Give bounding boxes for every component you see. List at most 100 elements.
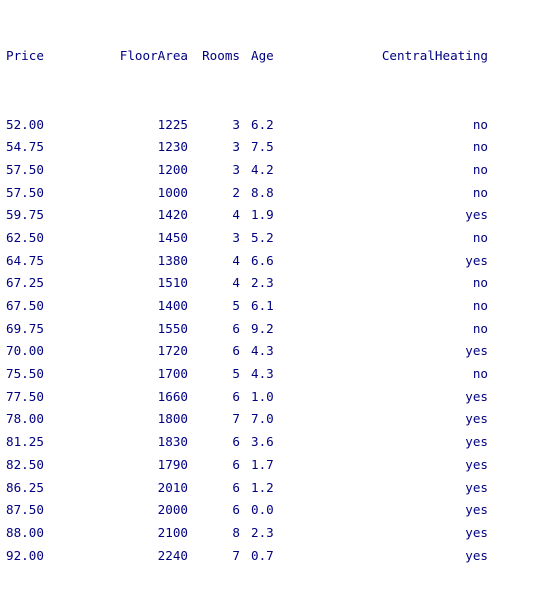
table-row: 70.00 1720 6 4.3 yes xyxy=(4,340,536,363)
cell-age: 3.6 xyxy=(251,434,274,450)
cell-floorarea: 1000 xyxy=(157,184,188,200)
cell-centralheating: no xyxy=(472,161,488,177)
cell-rooms: 4 xyxy=(232,252,240,268)
cell-floorarea: 1230 xyxy=(157,139,188,155)
table-row: 69.75 1550 6 9.2 no xyxy=(4,318,536,341)
cell-age: 4.3 xyxy=(251,366,274,382)
cell-age: 1.2 xyxy=(251,479,274,495)
cell-age: 4.2 xyxy=(251,161,274,177)
cell-price: 78.00 xyxy=(6,411,44,427)
table-row: 64.75 1380 4 6.6 yes xyxy=(4,250,536,273)
cell-rooms: 5 xyxy=(232,366,240,382)
cell-rooms: 6 xyxy=(232,388,240,404)
cell-centralheating: yes xyxy=(465,524,488,540)
cell-floorarea: 1660 xyxy=(157,388,188,404)
cell-floorarea: 1400 xyxy=(157,298,188,313)
cell-centralheating: yes xyxy=(465,411,488,427)
cell-centralheating: no xyxy=(472,116,488,132)
cell-age: 0.0 xyxy=(251,502,274,518)
cell-age: 6.2 xyxy=(251,116,274,132)
cell-price: 62.50 xyxy=(6,229,44,245)
table-row: 54.75 1230 3 7.5 no xyxy=(4,136,536,159)
cell-centralheating: no xyxy=(472,366,488,382)
cell-rooms: 2 xyxy=(232,184,240,200)
cell-floorarea: 1225 xyxy=(157,116,188,132)
cell-age: 6.6 xyxy=(251,252,274,268)
table-row: 67.50 1400 5 6.1 no xyxy=(4,295,536,318)
table-row: 57.50 1000 2 8.8 no xyxy=(4,182,536,205)
cell-age: 1.7 xyxy=(251,456,274,472)
cell-rooms: 4 xyxy=(232,207,240,223)
cell-rooms: 3 xyxy=(232,139,240,155)
cell-floorarea: 1420 xyxy=(157,207,188,223)
cell-age: 8.8 xyxy=(251,184,274,200)
cell-price: 67.25 xyxy=(6,275,44,291)
cell-centralheating: yes xyxy=(465,479,488,495)
cell-rooms: 3 xyxy=(232,161,240,177)
cell-price: 59.75 xyxy=(6,207,44,223)
cell-rooms: 4 xyxy=(232,275,240,291)
cell-floorarea: 1790 xyxy=(157,456,188,472)
header-centralheating: CentralHeating xyxy=(381,48,488,64)
header-age: Age xyxy=(251,48,274,64)
cell-age: 7.5 xyxy=(251,139,274,155)
cell-floorarea: 1720 xyxy=(157,343,188,359)
table-row: 78.00 1800 7 7.0 yes xyxy=(4,408,536,431)
cell-rooms: 6 xyxy=(232,434,240,450)
data-rows: 52.00 1225 3 6.2 no 54.75 1230 3 7.5 no 57.50 1200 3… xyxy=(4,114,536,568)
cell-age: 4.3 xyxy=(251,343,274,359)
cell-centralheating: yes xyxy=(465,434,488,450)
cell-centralheating: yes xyxy=(465,547,488,563)
table-row: 77.50 1660 6 1.0 yes xyxy=(4,386,536,409)
cell-age: 9.2 xyxy=(251,320,274,336)
cell-centralheating: yes xyxy=(465,456,488,472)
cell-price: 67.50 xyxy=(6,298,44,313)
cell-floorarea: 1510 xyxy=(157,275,188,291)
table-row: 88.00 2100 8 2.3 yes xyxy=(4,522,536,545)
table-row: 92.00 2240 7 0.7 yes xyxy=(4,545,536,568)
table-row: 62.50 1450 3 5.2 no xyxy=(4,227,536,250)
cell-centralheating: no xyxy=(472,229,488,245)
header-row: Price FloorArea Rooms Age CentralHeating xyxy=(4,45,536,68)
cell-centralheating: yes xyxy=(465,343,488,359)
cell-centralheating: no xyxy=(472,139,488,155)
cell-floorarea: 1800 xyxy=(157,411,188,427)
cell-rooms: 5 xyxy=(232,298,240,313)
cell-age: 2.3 xyxy=(251,275,274,291)
cell-floorarea: 1200 xyxy=(157,161,188,177)
cell-centralheating: yes xyxy=(465,207,488,223)
cell-floorarea: 2010 xyxy=(157,479,188,495)
cell-rooms: 6 xyxy=(232,343,240,359)
cell-floorarea: 1450 xyxy=(157,229,188,245)
cell-centralheating: no xyxy=(472,275,488,291)
table-row: 57.50 1200 3 4.2 no xyxy=(4,159,536,182)
cell-price: 77.50 xyxy=(6,388,44,404)
cell-price: 54.75 xyxy=(6,139,44,155)
cell-centralheating: no xyxy=(472,298,488,313)
header-price: Price xyxy=(6,48,44,64)
cell-age: 1.0 xyxy=(251,388,274,404)
cell-price: 82.50 xyxy=(6,456,44,472)
table-row: 59.75 1420 4 1.9 yes xyxy=(4,204,536,227)
table-row: 75.50 1700 5 4.3 no xyxy=(4,363,536,386)
table-row: 81.25 1830 6 3.6 yes xyxy=(4,431,536,454)
console-output: Price FloorArea Rooms Age CentralHeating… xyxy=(4,0,536,562)
table-row: 52.00 1225 3 6.2 no xyxy=(4,114,536,137)
cell-rooms: 3 xyxy=(232,116,240,132)
cell-centralheating: yes xyxy=(465,502,488,518)
cell-floorarea: 1700 xyxy=(157,366,188,382)
cell-price: 52.00 xyxy=(6,116,44,132)
table-row: 87.50 2000 6 0.0 yes xyxy=(4,499,536,522)
cell-rooms: 6 xyxy=(232,456,240,472)
header-floorarea: FloorArea xyxy=(119,48,188,64)
cell-centralheating: yes xyxy=(465,252,488,268)
cell-centralheating: yes xyxy=(465,388,488,404)
cell-price: 57.50 xyxy=(6,161,44,177)
cell-floorarea: 1550 xyxy=(157,320,188,336)
cell-age: 7.0 xyxy=(251,411,274,427)
cell-rooms: 6 xyxy=(232,320,240,336)
cell-rooms: 6 xyxy=(232,502,240,518)
cell-price: 69.75 xyxy=(6,320,44,336)
cell-price: 64.75 xyxy=(6,252,44,268)
cell-centralheating: no xyxy=(472,184,488,200)
